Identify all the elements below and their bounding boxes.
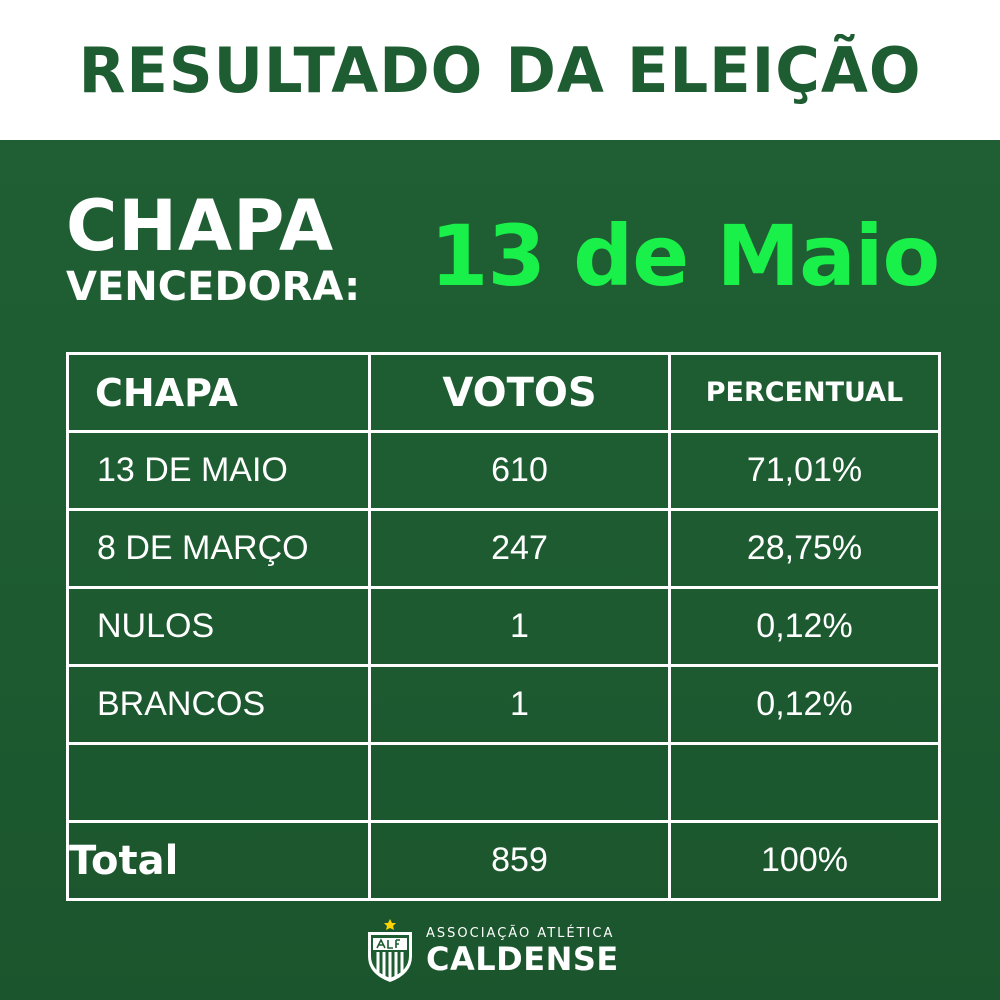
total-percentual: 100% bbox=[668, 820, 941, 901]
winner-name: 13 de Maio bbox=[430, 207, 940, 305]
row-chapa: NULOS bbox=[66, 586, 371, 667]
footer-text: ASSOCIAÇÃO ATLÉTICA CALDENSE bbox=[426, 926, 619, 976]
table-row: NULOS 1 0,12% bbox=[66, 586, 941, 667]
row-chapa: BRANCOS bbox=[66, 664, 371, 745]
header-chapa: CHAPA bbox=[66, 352, 371, 433]
winner-label: CHAPA VENCEDORA: bbox=[66, 190, 360, 310]
row-votos: 610 bbox=[368, 430, 671, 511]
table-row: BRANCOS 1 0,12% bbox=[66, 664, 941, 745]
table-row: 13 DE MAIO 610 71,01% bbox=[66, 430, 941, 511]
row-votos: 1 bbox=[368, 586, 671, 667]
table-row-empty bbox=[66, 742, 941, 823]
row-percentual: 71,01% bbox=[668, 430, 941, 511]
table-header-row: CHAPA VOTOS PERCENTUAL bbox=[66, 352, 941, 433]
header-votos: VOTOS bbox=[368, 352, 671, 433]
row-chapa: 8 DE MARÇO bbox=[66, 508, 371, 589]
results-table: CHAPA VOTOS PERCENTUAL 13 DE MAIO 610 71… bbox=[66, 352, 941, 901]
page-title: RESULTADO DA ELEIÇÃO bbox=[78, 33, 922, 107]
winner-label-line2: VENCEDORA: bbox=[66, 264, 361, 310]
org-name-small: ASSOCIAÇÃO ATLÉTICA bbox=[426, 926, 615, 941]
total-votos: 859 bbox=[368, 820, 671, 901]
total-label: Total bbox=[66, 820, 371, 901]
row-percentual: 0,12% bbox=[668, 586, 941, 667]
footer-logo: ASSOCIAÇÃO ATLÉTICA CALDENSE bbox=[362, 918, 642, 984]
row-percentual bbox=[668, 742, 941, 823]
row-percentual: 28,75% bbox=[668, 508, 941, 589]
caldense-crest-icon bbox=[368, 919, 412, 982]
table-total-row: Total 859 100% bbox=[66, 820, 941, 901]
header-percentual: PERCENTUAL bbox=[668, 352, 941, 433]
row-chapa bbox=[66, 742, 371, 823]
row-votos: 247 bbox=[368, 508, 671, 589]
org-name-big: CALDENSE bbox=[426, 940, 619, 978]
row-percentual: 0,12% bbox=[668, 664, 941, 745]
row-votos bbox=[368, 742, 671, 823]
row-votos: 1 bbox=[368, 664, 671, 745]
row-chapa: 13 DE MAIO bbox=[66, 430, 371, 511]
winner-label-line1: CHAPA bbox=[66, 185, 335, 267]
header-banner: RESULTADO DA ELEIÇÃO bbox=[0, 0, 1000, 140]
table-row: 8 DE MARÇO 247 28,75% bbox=[66, 508, 941, 589]
